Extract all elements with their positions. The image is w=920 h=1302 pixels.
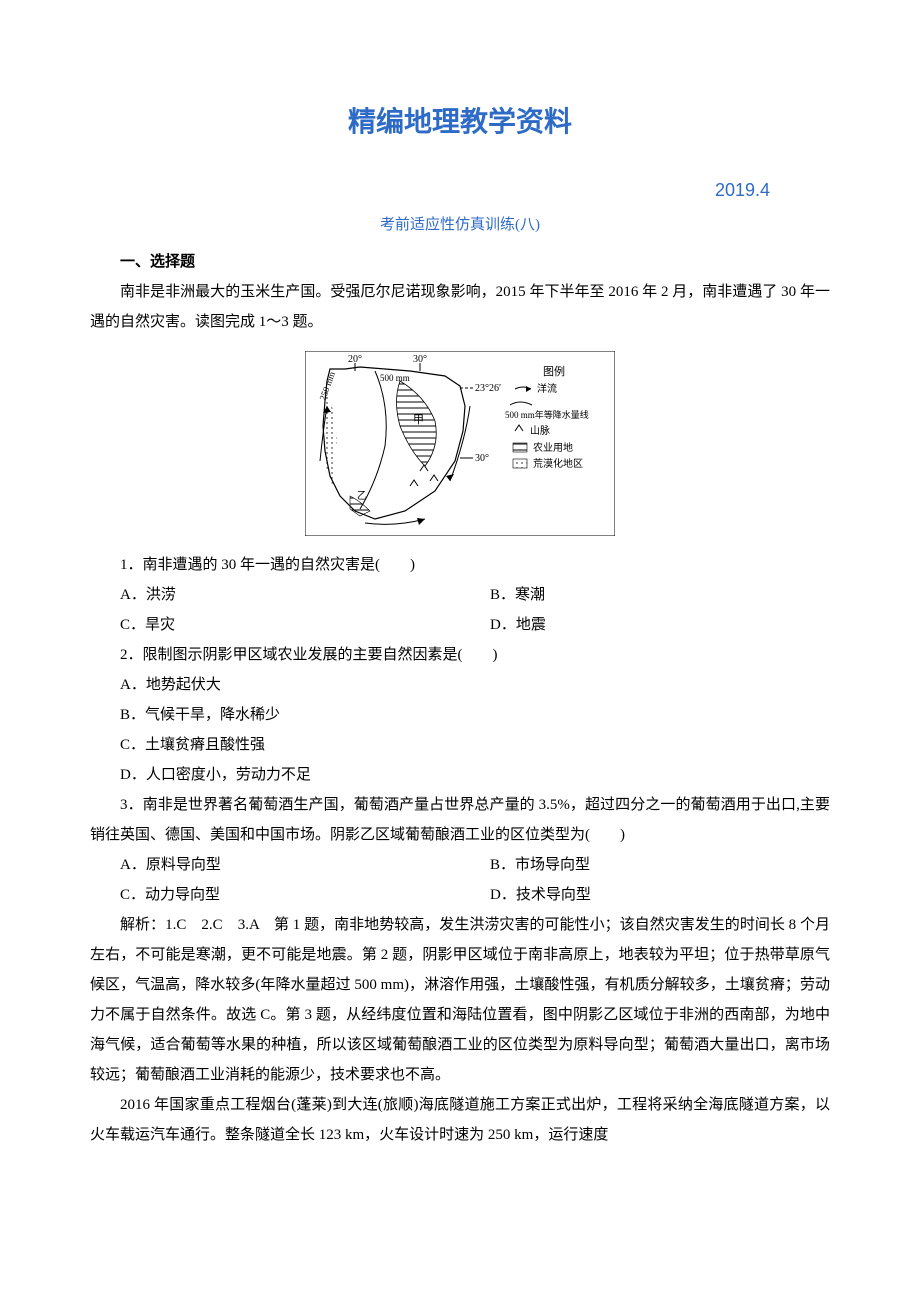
q1-opt-a: A．洪涝 (90, 580, 460, 610)
q2-opt-b: B．气候干旱，降水稀少 (90, 700, 830, 730)
lon-30: 30° (413, 354, 427, 365)
analysis-1-3: 解析：1.C 2.C 3.A 第 1 题，南非地势较高，发生洪涝灾害的可能性小；… (90, 910, 830, 1090)
legend-mountain: 山脉 (530, 424, 550, 437)
q1-opt-c: C．旱灾 (90, 610, 460, 640)
q2-opt-a: A．地势起伏大 (90, 670, 830, 700)
lat-tropic: 23°26′ (475, 383, 501, 394)
legend-desert: 荒漠化地区 (533, 457, 583, 470)
map-figure: 20° 30° 23°26′ 30° 500 mm 250 mm 甲 乙 (90, 351, 830, 536)
q2-opt-d: D．人口密度小，劳动力不足 (90, 760, 830, 790)
legend-current: 洋流 (537, 382, 557, 395)
q2-opt-c: C．土壤贫瘠且酸性强 (90, 730, 830, 760)
legend-farmland: 农业用地 (533, 441, 573, 454)
q3-row-ab: A．原料导向型 B．市场导向型 (90, 850, 830, 880)
q1-row-ab: A．洪涝 B．寒潮 (90, 580, 830, 610)
intro-paragraph-2: 2016 年国家重点工程烟台(蓬莱)到大连(旅顺)海底隧道施工方案正式出炉，工程… (90, 1090, 830, 1150)
intro-paragraph: 南非是非洲最大的玉米生产国。受强厄尔尼诺现象影响，2015 年下半年至 2016… (90, 277, 830, 337)
subtitle: 考前适应性仿真训练(八) (90, 213, 830, 234)
region-jia: 甲 (413, 414, 424, 426)
q3-row-cd: C．动力导向型 D．技术导向型 (90, 880, 830, 910)
iso-500: 500 mm (380, 373, 410, 383)
q3-opt-c: C．动力导向型 (90, 880, 460, 910)
q3-opt-d: D．技术导向型 (460, 880, 830, 910)
q1-row-cd: C．旱灾 D．地震 (90, 610, 830, 640)
q1-stem: 1．南非遭遇的 30 年一遇的自然灾害是( ) (90, 550, 830, 580)
page-title: 精编地理教学资料 (90, 100, 830, 140)
q3-stem: 3．南非是世界著名葡萄酒生产国，葡萄酒产量占世界总产量的 3.5%，超过四分之一… (90, 790, 830, 850)
q3-opt-a: A．原料导向型 (90, 850, 460, 880)
legend-title: 图例 (543, 364, 565, 378)
q2-stem: 2．限制图示阴影甲区域农业发展的主要自然因素是( ) (90, 640, 830, 670)
legend-500mm: 500 mm年等降水量线 (505, 409, 589, 420)
region-yi: 乙 (357, 490, 367, 502)
q1-opt-b: B．寒潮 (460, 580, 830, 610)
lat-30: 30° (475, 453, 489, 464)
lon-20: 20° (348, 354, 362, 365)
q3-opt-b: B．市场导向型 (460, 850, 830, 880)
section-header: 一、选择题 (90, 250, 830, 271)
page-date: 2019.4 (90, 180, 830, 201)
q1-opt-d: D．地震 (460, 610, 830, 640)
